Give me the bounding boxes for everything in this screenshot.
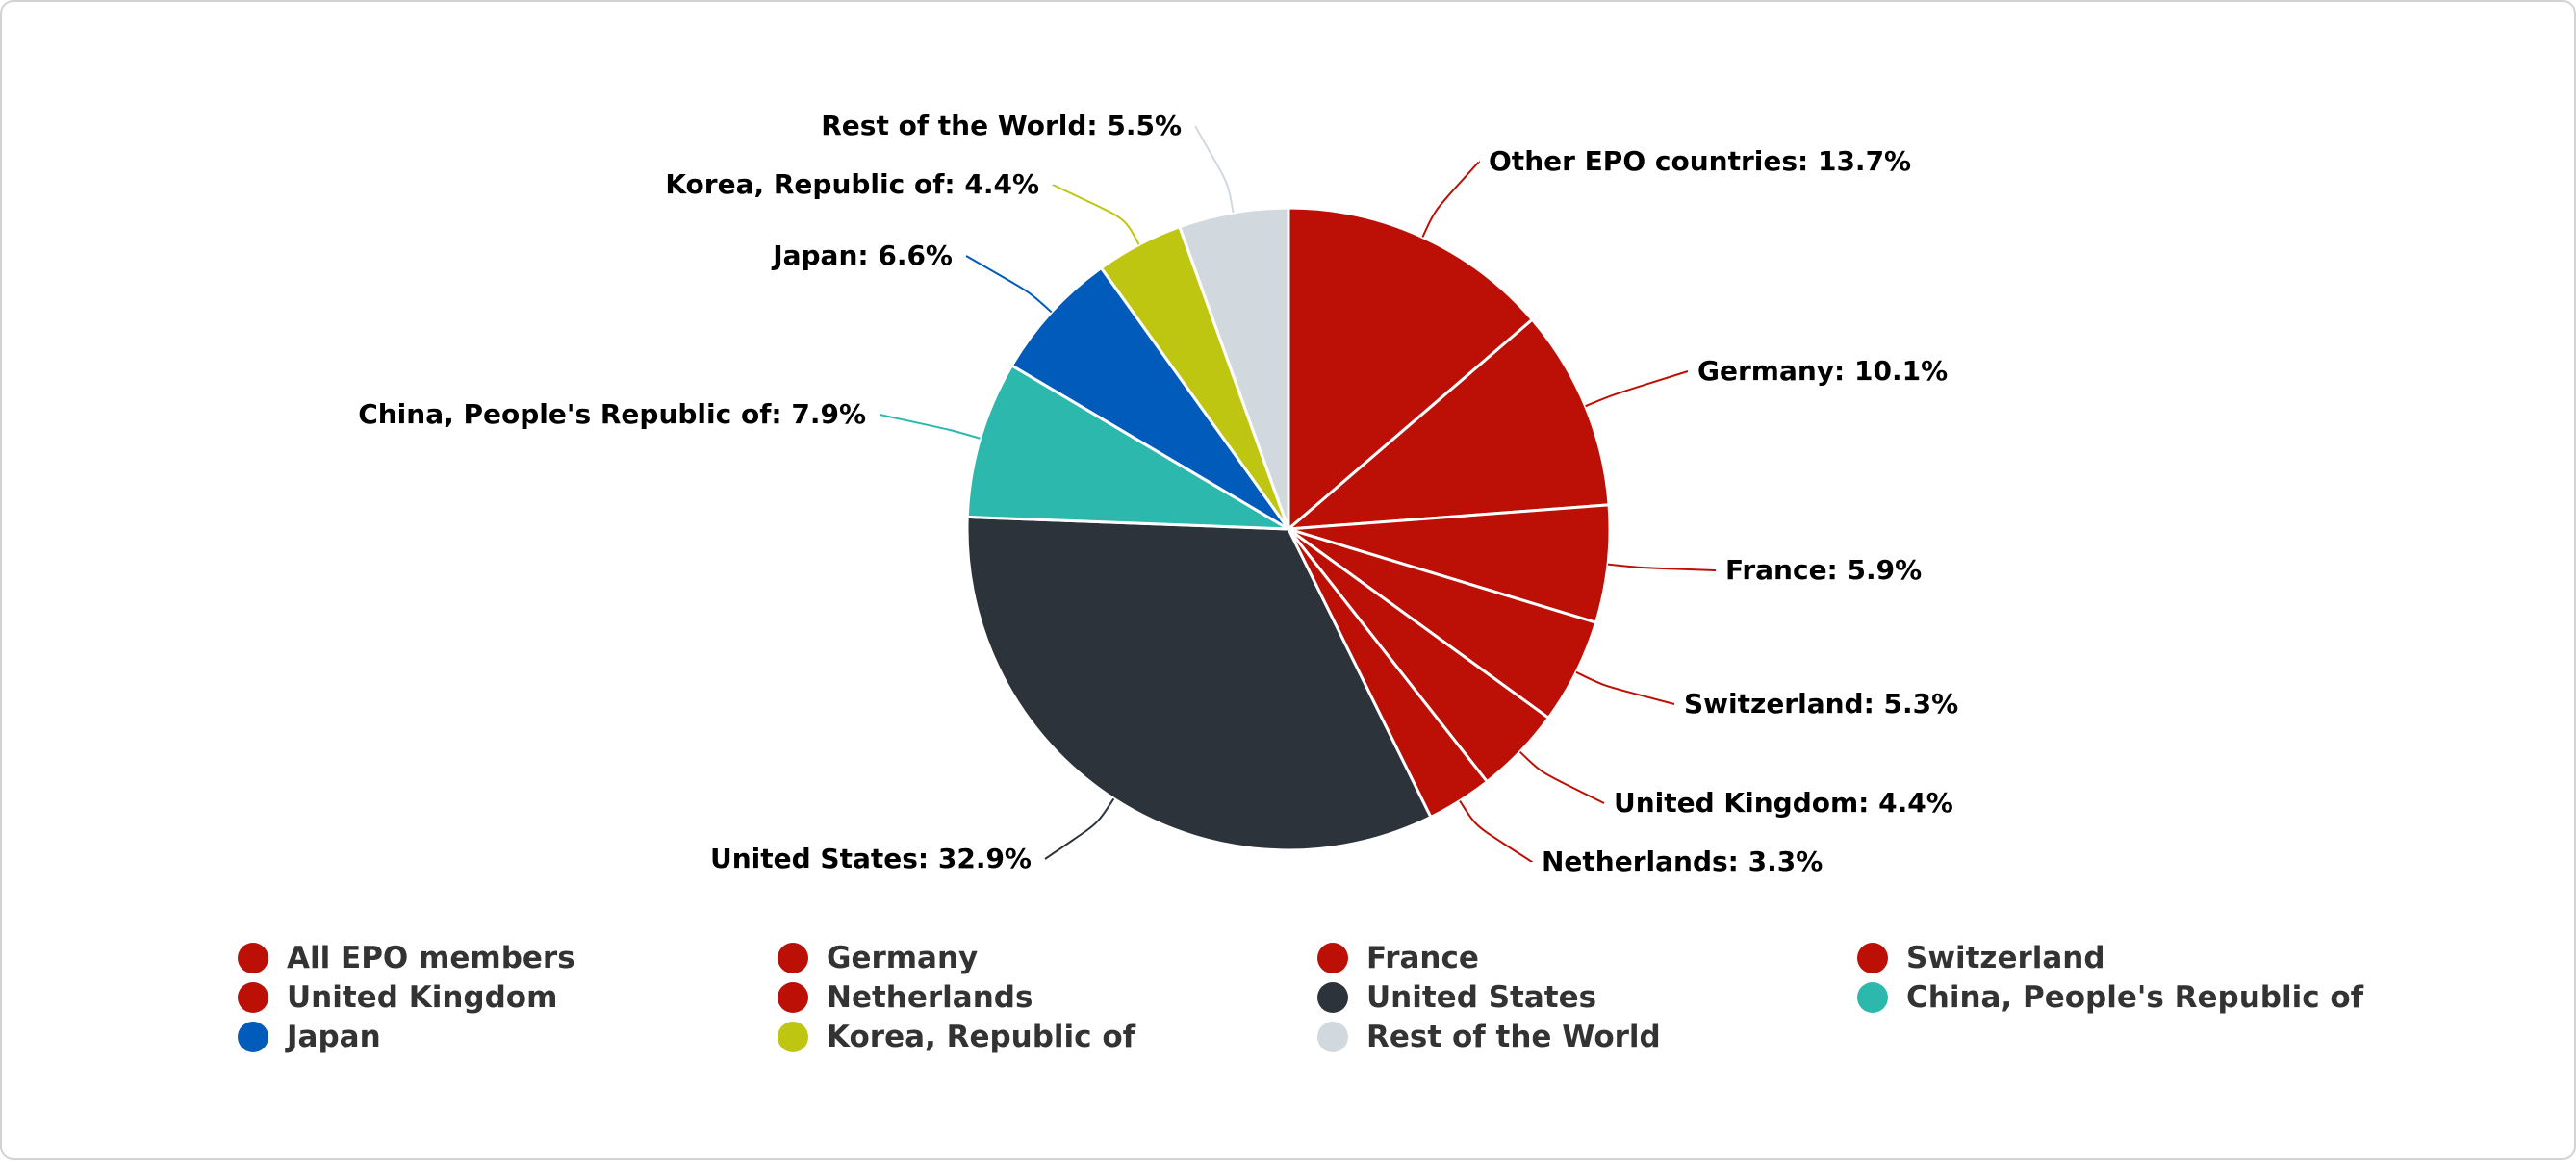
legend-marker [778, 982, 808, 1013]
connector-france [1608, 565, 1716, 570]
legend-label: Korea, Republic of [827, 1020, 1135, 1054]
connector-other-epo-countries [1422, 162, 1479, 237]
legend-label: Germany [827, 941, 978, 975]
legend-item-united-kingdom[interactable]: United Kingdom [238, 979, 778, 1015]
data-label-united-kingdom: United Kingdom: 4.4% [1614, 787, 1953, 819]
legend-label: France [1366, 941, 1479, 975]
data-label-japan: Japan: 6.6% [771, 240, 953, 271]
legend-label: All EPO members [287, 941, 575, 975]
connector-switzerland [1576, 672, 1674, 704]
legend-item-united-states[interactable]: United States [1317, 979, 1857, 1015]
pie-slices [967, 208, 1610, 850]
legend-marker [238, 943, 268, 973]
legend-marker [1317, 1022, 1348, 1052]
data-label-united-states: United States: 32.9% [710, 843, 1032, 874]
connector-united-states [1045, 798, 1113, 859]
legend-label: China, People's Republic of [1906, 980, 2363, 1015]
legend-marker [1857, 943, 1888, 973]
connector-china-people-s-republic-of [880, 415, 981, 439]
legend-label: Switzerland [1906, 941, 2105, 975]
legend-marker [1857, 982, 1888, 1013]
data-label-china-people-s-republic-of: China, People's Republic of: 7.9% [358, 398, 866, 430]
data-label-rest-of-the-world: Rest of the World: 5.5% [821, 110, 1182, 141]
legend-marker [778, 1022, 808, 1052]
legend-item-rest-of-the-world[interactable]: Rest of the World [1317, 1019, 1857, 1054]
legend-marker [238, 982, 268, 1013]
data-label-other-epo-countries: Other EPO countries: 13.7% [1489, 145, 1911, 177]
legend-marker [1317, 982, 1348, 1013]
connector-germany [1586, 371, 1688, 406]
legend-item-switzerland[interactable]: Switzerland [1857, 940, 2397, 975]
legend-item-korea-republic-of[interactable]: Korea, Republic of [778, 1019, 1317, 1054]
connector-netherlands [1460, 801, 1532, 862]
data-label-korea-republic-of: Korea, Republic of: 4.4% [665, 168, 1039, 200]
legend-item-germany[interactable]: Germany [778, 940, 1317, 975]
data-label-france: France: 5.9% [1725, 554, 1922, 586]
legend-label: Rest of the World [1366, 1020, 1661, 1054]
legend-item-all-epo-members[interactable]: All EPO members [238, 940, 778, 975]
data-label-germany: Germany: 10.1% [1697, 355, 1948, 387]
legend: All EPO members Germany France Switzerland U… [238, 940, 2397, 1054]
data-label-netherlands: Netherlands: 3.3% [1542, 846, 1823, 877]
legend-label: United Kingdom [287, 980, 557, 1015]
legend-label: Japan [287, 1020, 381, 1054]
legend-label: Netherlands [827, 980, 1033, 1015]
legend-marker [778, 943, 808, 973]
legend-marker [1317, 943, 1348, 973]
legend-item-china-people-s-republic-of[interactable]: China, People's Republic of [1857, 979, 2397, 1015]
legend-item-netherlands[interactable]: Netherlands [778, 979, 1317, 1015]
legend-marker [238, 1022, 268, 1052]
legend-label: United States [1366, 980, 1596, 1015]
connector-japan [966, 256, 1052, 312]
connector-korea-republic-of [1053, 185, 1139, 244]
data-label-switzerland: Switzerland: 5.3% [1684, 688, 1958, 720]
connector-rest-of-the-world [1195, 126, 1234, 213]
legend-item-japan[interactable]: Japan [238, 1019, 778, 1054]
legend-item-france[interactable]: France [1317, 940, 1857, 975]
connector-united-kingdom [1520, 752, 1604, 803]
